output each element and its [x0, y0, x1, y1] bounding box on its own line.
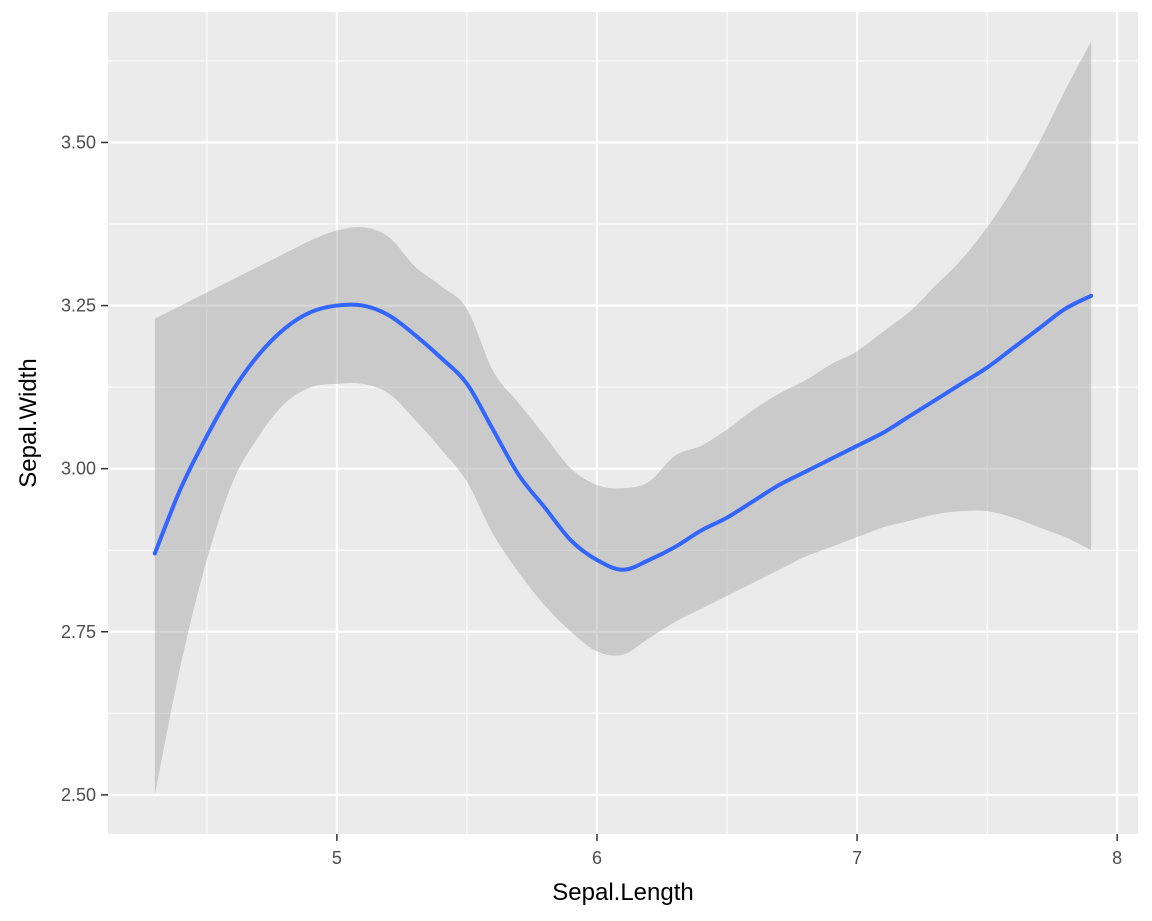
y-tick-label-3: 3.25 [61, 296, 96, 316]
x-tick-label-1: 6 [592, 848, 602, 868]
x-tick-label-3: 8 [1112, 848, 1122, 868]
y-tick-label-2: 3.00 [61, 459, 96, 479]
smooth-line [152, 293, 1094, 572]
x-axis: 5 6 7 8 [332, 834, 1122, 868]
y-axis-title: Sepal.Width [15, 358, 42, 487]
x-tick-label-0: 5 [332, 848, 342, 868]
plot-panel [108, 12, 1138, 834]
x-axis-title: Sepal.Length [552, 879, 693, 906]
y-tick-label-4: 3.50 [61, 132, 96, 152]
y-axis: 2.50 2.75 3.00 3.25 3.50 [61, 132, 108, 805]
x-tick-label-2: 7 [852, 848, 862, 868]
y-tick-label-1: 2.75 [61, 622, 96, 642]
y-tick-label-0: 2.50 [61, 785, 96, 805]
grid-major [108, 12, 1138, 834]
grid-minor [108, 12, 1138, 834]
